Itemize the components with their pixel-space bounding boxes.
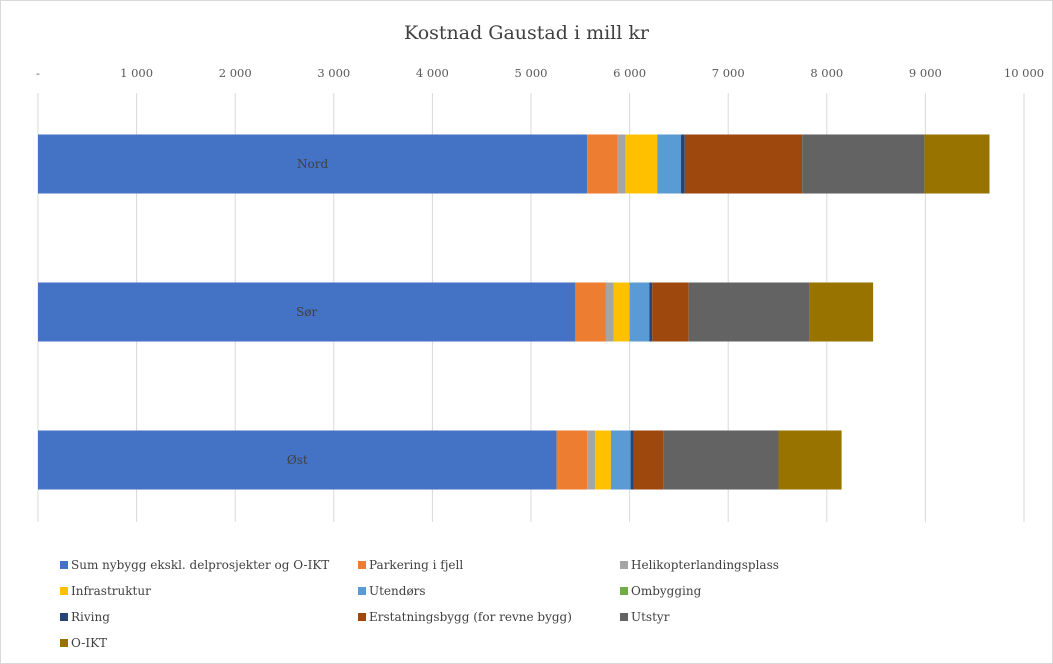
legend-item: Sum nybygg ekskl. delprosjekter og O-IKT <box>60 558 329 572</box>
legend-swatch <box>60 639 68 647</box>
legend-label: Riving <box>71 610 110 624</box>
bar-segment <box>924 134 990 194</box>
legend-label: Utendørs <box>369 584 426 598</box>
bar-segment <box>802 134 925 194</box>
legend-item: Ombygging <box>620 584 701 598</box>
bar-segment <box>605 282 614 342</box>
legend-swatch <box>358 561 366 569</box>
bar-segment <box>680 134 685 194</box>
bar-segment <box>633 430 664 490</box>
legend-label: Parkering i fjell <box>369 558 464 572</box>
x-tick-label: 5 000 <box>515 66 548 80</box>
x-tick-label: 8 000 <box>810 66 843 80</box>
legend-swatch <box>60 561 68 569</box>
bar-segment <box>38 134 588 194</box>
x-tick-label: - <box>36 66 40 80</box>
bar-segment <box>629 282 650 342</box>
legend-swatch <box>620 613 628 621</box>
x-tick-label: 6 000 <box>613 66 646 80</box>
bar-segment <box>652 282 689 342</box>
bar-segment <box>556 430 588 490</box>
legend-item: O-IKT <box>60 636 107 650</box>
bar-segment <box>38 282 576 342</box>
chart-title: Kostnad Gaustad i mill kr <box>404 22 649 44</box>
legend-swatch <box>358 613 366 621</box>
bar-segment <box>663 430 779 490</box>
legend-item: Utstyr <box>620 610 669 624</box>
legend-item: Riving <box>60 610 110 624</box>
legend-item: Utendørs <box>358 584 426 598</box>
legend-label: Sum nybygg ekskl. delprosjekter og O-IKT <box>71 558 330 572</box>
bar-segment <box>613 282 630 342</box>
legend-item: Helikopterlandingsplass <box>620 558 779 572</box>
bar-segment <box>625 134 658 194</box>
x-tick-label: 10 000 <box>1004 66 1044 80</box>
legend-swatch <box>620 561 628 569</box>
legend-swatch <box>358 587 366 595</box>
legend-item: Erstatningsbygg (for revne bygg) <box>358 610 572 624</box>
x-tick-label: 3 000 <box>317 66 350 80</box>
bar-segment <box>657 134 681 194</box>
legend-label: Helikopterlandingsplass <box>631 558 779 572</box>
x-tick-label: 7 000 <box>712 66 745 80</box>
legend-item: Infrastruktur <box>60 584 151 598</box>
bar-segment <box>778 430 842 490</box>
bar-segment <box>688 282 810 342</box>
bar-segment <box>587 134 618 194</box>
category-label: Nord <box>297 157 328 171</box>
category-label: Øst <box>287 453 308 467</box>
bar-segment <box>575 282 606 342</box>
legend-label: Infrastruktur <box>71 584 151 598</box>
legend-swatch <box>60 587 68 595</box>
bar-segment <box>649 282 653 342</box>
legend-label: Ombygging <box>631 584 702 598</box>
bar-segment <box>595 430 611 490</box>
legend-swatch <box>60 613 68 621</box>
bar-segment <box>684 134 803 194</box>
legend-label: Utstyr <box>631 610 670 624</box>
legend-swatch <box>620 587 628 595</box>
bar-segment <box>630 430 634 490</box>
legend-label: O-IKT <box>71 636 108 650</box>
x-tick-label: 1 000 <box>120 66 153 80</box>
bar-segment <box>617 134 626 194</box>
bar-segment <box>610 430 631 490</box>
x-tick-label: 2 000 <box>219 66 252 80</box>
bar-segment <box>38 430 557 490</box>
bar-segment <box>809 282 874 342</box>
x-tick-label: 4 000 <box>416 66 449 80</box>
legend-item: Parkering i fjell <box>358 558 463 572</box>
legend-label: Erstatningsbygg (for revne bygg) <box>369 610 572 624</box>
category-label: Sør <box>296 305 317 319</box>
x-tick-label: 9 000 <box>909 66 942 80</box>
bar-segment <box>587 430 596 490</box>
